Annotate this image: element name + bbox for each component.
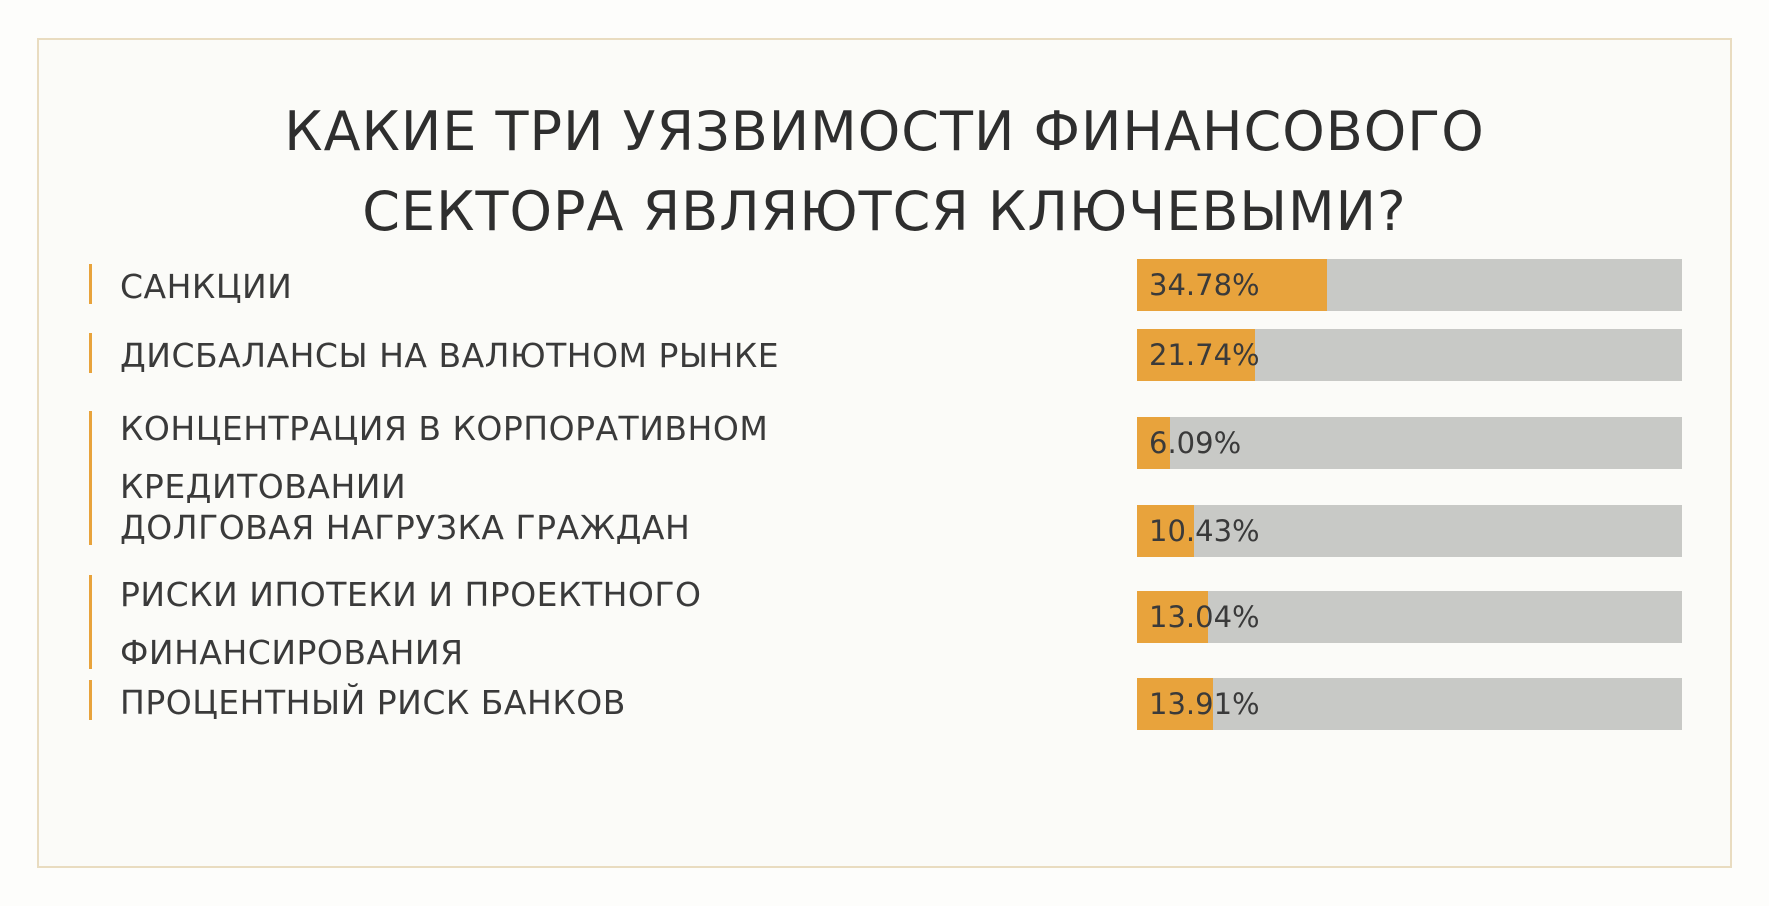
category-label: РИСКИ ИПОТЕКИ И ПРОЕКТНОГО ФИНАНСИРОВАНИЯ (120, 566, 702, 682)
row-marker (89, 680, 92, 720)
bar (1137, 505, 1194, 557)
row-marker (89, 411, 92, 505)
row-marker (89, 333, 92, 373)
bar-value-label: 13.91% (1149, 687, 1260, 721)
bar-value-label: 6.09% (1149, 426, 1242, 460)
category-label-line: КОНЦЕНТРАЦИЯ В КОРПОРАТИВНОМ (120, 409, 769, 448)
bar-track: 13.91% (1137, 678, 1682, 730)
bar-track: 21.74% (1137, 329, 1682, 381)
category-label-line: КРЕДИТОВАНИИ (120, 467, 407, 506)
category-label-line: ФИНАНСИРОВАНИЯ (120, 633, 464, 672)
bar-value-label: 10.43% (1149, 514, 1260, 548)
category-label: КОНЦЕНТРАЦИЯ В КОРПОРАТИВНОМ КРЕДИТОВАНИИ (120, 400, 768, 516)
row-marker (89, 575, 92, 669)
bar-track: 10.43% (1137, 505, 1682, 557)
category-label-line: ДОЛГОВАЯ НАГРУЗКА ГРАЖДАН (120, 508, 691, 547)
bar (1137, 417, 1170, 469)
category-label: ДОЛГОВАЯ НАГРУЗКА ГРАЖДАН (120, 499, 690, 557)
title-line-1: КАКИЕ ТРИ УЯЗВИМОСТИ ФИНАНСОВОГО (284, 100, 1485, 163)
bar (1137, 591, 1208, 643)
category-label: ПРОЦЕНТНЫЙ РИСК БАНКОВ (120, 674, 626, 732)
title-line-2: СЕКТОРА ЯВЛЯЮТСЯ КЛЮЧЕВЫМИ? (362, 180, 1407, 243)
chart-title: КАКИЕ ТРИ УЯЗВИМОСТИ ФИНАНСОВОГО СЕКТОРА… (0, 92, 1769, 252)
bar-value-label: 21.74% (1149, 338, 1260, 372)
bar-value-label: 34.78% (1149, 268, 1260, 302)
category-label-line: ПРОЦЕНТНЫЙ РИСК БАНКОВ (120, 683, 626, 722)
category-label-line: РИСКИ ИПОТЕКИ И ПРОЕКТНОГО (120, 575, 702, 614)
row-marker (89, 505, 92, 545)
bar-track: 6.09% (1137, 417, 1682, 469)
bar (1137, 678, 1213, 730)
category-label: ДИСБАЛАНСЫ НА ВАЛЮТНОМ РЫНКЕ (120, 327, 779, 385)
bar (1137, 259, 1327, 311)
category-label-line: САНКЦИИ (120, 267, 293, 306)
bar-track: 13.04% (1137, 591, 1682, 643)
bar-value-label: 13.04% (1149, 600, 1260, 634)
row-marker (89, 264, 92, 304)
bar-track: 34.78% (1137, 259, 1682, 311)
bar (1137, 329, 1255, 381)
category-label-line: ДИСБАЛАНСЫ НА ВАЛЮТНОМ РЫНКЕ (120, 336, 780, 375)
category-label: САНКЦИИ (120, 258, 292, 316)
